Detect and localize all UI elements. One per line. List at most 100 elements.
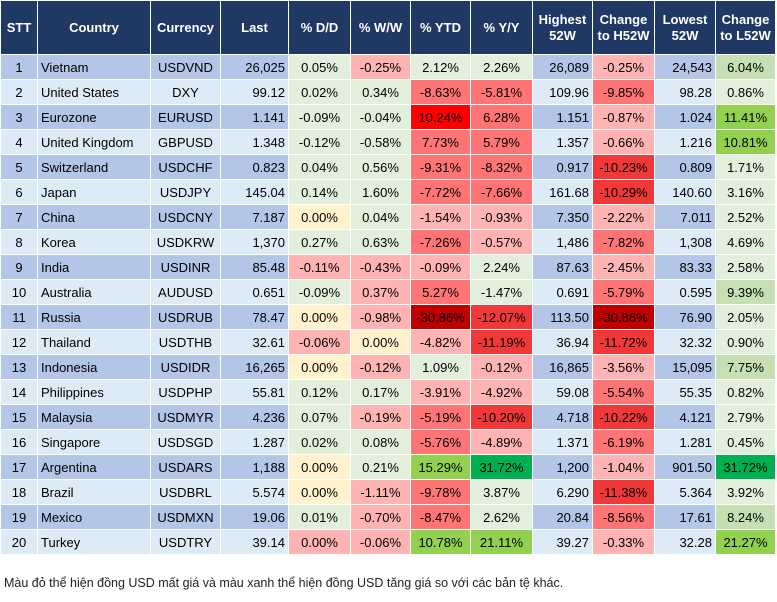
cell-low: 32.32 [654,329,716,355]
table-row: 3 Eurozone EURUSD 1.141 -0.09% -0.04% 10.24% 6.… [0,104,776,130]
cell-yy: 3.87% [470,479,533,505]
table-row: 13 Indonesia USDIDR 16,265 0.00% -0.12% 1.09% -… [0,354,776,380]
cell-currency: USDPHP [150,379,221,405]
cell-last: 32.61 [220,329,289,355]
cell-ww: 0.34% [350,79,411,105]
cell-ytd: -9.31% [410,154,471,180]
cell-h52: -9.85% [592,79,655,105]
cell-dd: 0.14% [288,179,351,205]
cell-dd: -0.06% [288,329,351,355]
cell-l52: 3.92% [715,479,776,505]
cell-h52: -2.45% [592,254,655,280]
cell-last: 1,370 [220,229,289,255]
cell-l52: 11.41% [715,104,776,130]
cell-dd: 0.05% [288,54,351,80]
cell-high: 1.357 [532,129,593,155]
cell-stt: 8 [0,229,38,255]
cell-yy: 21.11% [470,529,533,555]
cell-l52: 7.75% [715,354,776,380]
currency-table: STT Country Currency Last % D/D % W/W % … [0,0,776,555]
cell-dd: 0.07% [288,404,351,430]
cell-last: 19.06 [220,504,289,530]
cell-currency: USDTRY [150,529,221,555]
cell-high: 0.917 [532,154,593,180]
cell-ww: -0.25% [350,54,411,80]
cell-country: United States [37,79,151,105]
cell-yy: -0.57% [470,229,533,255]
cell-ytd: 10.78% [410,529,471,555]
cell-low: 17.61 [654,504,716,530]
cell-h52: -2.22% [592,204,655,230]
cell-low: 76.90 [654,304,716,330]
cell-currency: USDVND [150,54,221,80]
cell-h52: -7.82% [592,229,655,255]
cell-high: 16,865 [532,354,593,380]
cell-currency: USDKRW [150,229,221,255]
cell-last: 1.141 [220,104,289,130]
cell-currency: USDIDR [150,354,221,380]
table-row: 1 Vietnam USDVND 26,025 0.05% -0.25% 2.12% 2.26… [0,54,776,80]
cell-last: 99.12 [220,79,289,105]
cell-high: 87.63 [532,254,593,280]
table-header: STT Country Currency Last % D/D % W/W % … [0,0,776,55]
cell-currency: USDARS [150,454,221,480]
cell-h52: -6.19% [592,429,655,455]
cell-ytd: 1.09% [410,354,471,380]
cell-yy: -4.92% [470,379,533,405]
cell-ytd: -3.91% [410,379,471,405]
cell-low: 4.121 [654,404,716,430]
table-row: 12 Thailand USDTHB 32.61 -0.06% 0.00% -4.82% -1… [0,329,776,355]
cell-ytd: -8.47% [410,504,471,530]
header-dd: % D/D [288,0,351,55]
cell-ww: 1.60% [350,179,411,205]
cell-country: Korea [37,229,151,255]
cell-last: 5.574 [220,479,289,505]
cell-low: 32.28 [654,529,716,555]
header-ww: % W/W [350,0,411,55]
header-country: Country [37,0,151,55]
cell-low: 5.364 [654,479,716,505]
cell-last: 55.81 [220,379,289,405]
cell-l52: 10.81% [715,129,776,155]
cell-h52: -11.72% [592,329,655,355]
cell-dd: -0.09% [288,279,351,305]
cell-country: Indonesia [37,354,151,380]
table-row: 7 China USDCNY 7.187 0.00% 0.04% -1.54% -0.93% 7… [0,204,776,230]
cell-country: Vietnam [37,54,151,80]
cell-dd: 0.00% [288,354,351,380]
cell-currency: USDCNY [150,204,221,230]
cell-yy: -10.20% [470,404,533,430]
cell-ww: -1.11% [350,479,411,505]
cell-yy: -8.32% [470,154,533,180]
cell-l52: 2.05% [715,304,776,330]
cell-l52: 3.16% [715,179,776,205]
cell-currency: USDMYR [150,404,221,430]
cell-stt: 12 [0,329,38,355]
cell-last: 0.823 [220,154,289,180]
header-low52w: Lowest 52W [654,0,716,55]
cell-dd: 0.02% [288,79,351,105]
cell-ytd: -9.78% [410,479,471,505]
cell-high: 0.691 [532,279,593,305]
cell-currency: USDMXN [150,504,221,530]
cell-last: 85.48 [220,254,289,280]
cell-dd: 0.00% [288,304,351,330]
cell-low: 1.281 [654,429,716,455]
cell-stt: 14 [0,379,38,405]
cell-low: 15,095 [654,354,716,380]
cell-last: 78.47 [220,304,289,330]
cell-stt: 10 [0,279,38,305]
cell-l52: 8.24% [715,504,776,530]
cell-ww: -0.19% [350,404,411,430]
cell-country: India [37,254,151,280]
cell-high: 109.96 [532,79,593,105]
cell-last: 1.348 [220,129,289,155]
cell-stt: 13 [0,354,38,380]
table-row: 15 Malaysia USDMYR 4.236 0.07% -0.19% -5.19% -1… [0,404,776,430]
cell-ww: -0.12% [350,354,411,380]
cell-high: 1.371 [532,429,593,455]
cell-yy: -12.07% [470,304,533,330]
cell-ytd: 15.29% [410,454,471,480]
cell-h52: -8.56% [592,504,655,530]
cell-high: 26,089 [532,54,593,80]
